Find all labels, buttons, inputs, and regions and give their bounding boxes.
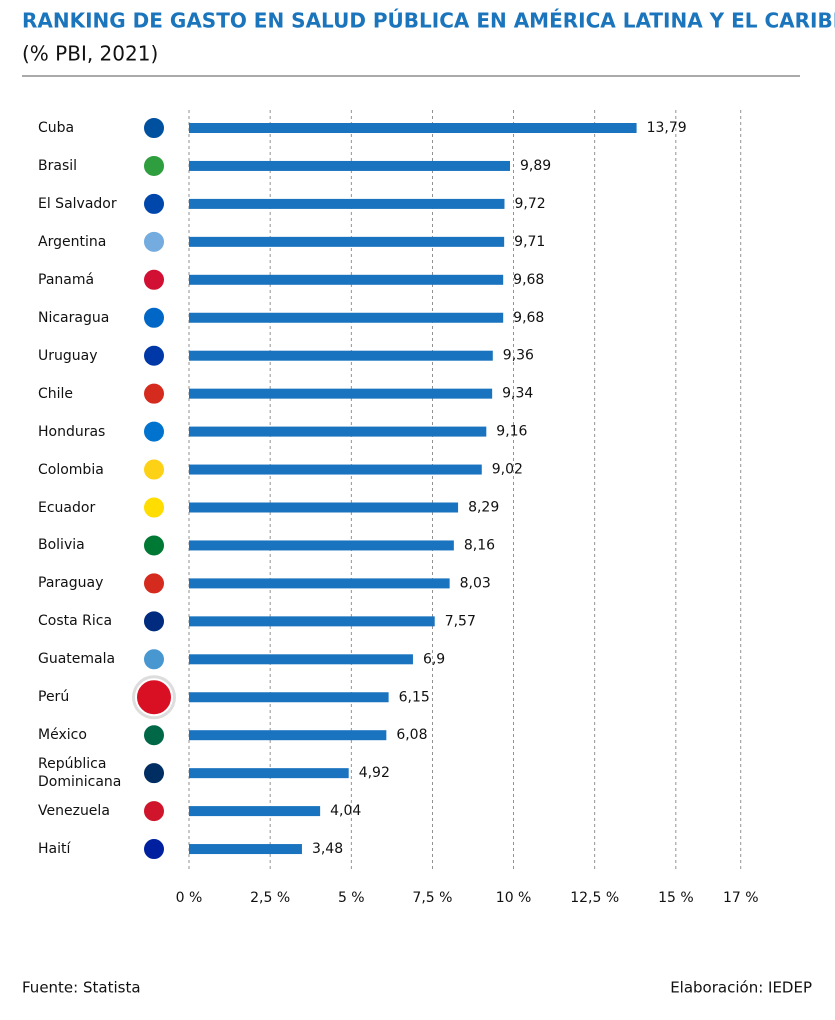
flag-icon (142, 571, 166, 596)
category-label: Chile (38, 385, 74, 402)
category-label: Venezuela (38, 803, 110, 820)
category-label: Colombia (38, 461, 104, 478)
flag-icon (142, 495, 166, 520)
category-label: Perú (38, 689, 70, 706)
bar (189, 388, 493, 399)
value-label: 9,34 (502, 386, 533, 402)
value-label: 9,36 (503, 348, 534, 364)
bar (189, 578, 450, 589)
category-label: Ecuador (38, 499, 96, 516)
value-label: 4,04 (330, 803, 361, 819)
x-tick-label: 0 % (176, 890, 203, 906)
flag-icon (142, 457, 166, 482)
bar (189, 806, 321, 817)
category-label: El Salvador (38, 195, 117, 212)
flag-icon (142, 153, 166, 178)
bar (189, 844, 302, 855)
value-label: 9,02 (492, 462, 523, 478)
value-label: 6,15 (399, 689, 430, 705)
bar (189, 312, 504, 323)
bar (189, 123, 637, 133)
value-label: 6,08 (396, 727, 427, 743)
bar (189, 464, 482, 475)
value-label: 6,9 (423, 651, 445, 667)
value-label: 7,57 (445, 613, 476, 629)
flag-icon (142, 799, 166, 824)
category-label: Guatemala (38, 651, 116, 668)
value-label: 9,89 (520, 158, 551, 174)
flag-icon (135, 678, 173, 717)
flag-icon (142, 305, 166, 330)
bar (189, 768, 349, 779)
x-tick-label: 17 % (723, 890, 759, 906)
category-label: Bolivia (38, 537, 85, 554)
bar (189, 160, 511, 171)
flag-icon (142, 647, 166, 672)
flag-icon (142, 609, 166, 634)
value-label: 8,29 (468, 500, 499, 516)
flag-icon (142, 837, 166, 862)
category-label: Paraguay (38, 575, 104, 592)
flag-icon (142, 267, 166, 292)
flag-icon (142, 343, 166, 368)
bar (189, 540, 454, 551)
value-label: 8,16 (464, 537, 495, 553)
category-label: Haití (38, 841, 71, 858)
category-label: Cuba (38, 120, 75, 136)
category-label: República Dominicana (38, 756, 122, 791)
category-label: Argentina (38, 233, 107, 250)
x-tick-label: 2,5 % (250, 890, 290, 906)
flag-icon (142, 116, 166, 140)
value-label: 4,92 (359, 765, 390, 781)
x-tick-label: 15 % (658, 890, 694, 906)
category-label: Costa Rica (38, 613, 113, 630)
value-label: 9,71 (514, 234, 545, 250)
bar (189, 654, 413, 665)
value-label: 9,16 (496, 424, 527, 440)
category-label: Uruguay (38, 347, 98, 364)
category-label: Nicaragua (38, 309, 110, 326)
chart-title: RANKING DE GASTO EN SALUD PÚBLICA EN AMÉ… (22, 9, 835, 33)
flag-icon (142, 191, 166, 216)
credit: Elaboración: IEDEP (670, 979, 812, 997)
value-label: 9,68 (513, 272, 544, 288)
bar (189, 198, 505, 209)
flag-icon (142, 229, 166, 254)
bar (189, 426, 487, 437)
bar (189, 730, 387, 741)
bar (189, 350, 493, 361)
bar (189, 502, 459, 513)
flag-icon (142, 419, 166, 444)
x-tick-label: 10 % (496, 890, 532, 906)
bar (189, 616, 435, 627)
chart-subtitle: (% PBI, 2021) (22, 42, 158, 66)
category-label: México (38, 727, 87, 744)
category-label: Honduras (38, 423, 106, 440)
source: Fuente: Statista (22, 979, 141, 997)
bar (189, 236, 505, 247)
value-label: 3,48 (312, 841, 343, 857)
value-label: 13,79 (647, 120, 687, 136)
bar (189, 692, 389, 703)
category-label: Brasil (38, 157, 78, 174)
x-tick-label: 5 % (338, 890, 365, 906)
value-label: 9,72 (514, 196, 545, 212)
value-label: 9,68 (513, 310, 544, 326)
category-label: Panamá (38, 271, 95, 288)
flag-icon (142, 381, 166, 406)
value-label: 8,03 (460, 575, 491, 591)
bar (189, 274, 504, 285)
flag-icon (142, 533, 166, 558)
x-tick-label: 7,5 % (412, 890, 452, 906)
x-tick-label: 12,5 % (570, 890, 619, 906)
flag-icon (142, 761, 166, 786)
flag-icon (142, 723, 166, 748)
